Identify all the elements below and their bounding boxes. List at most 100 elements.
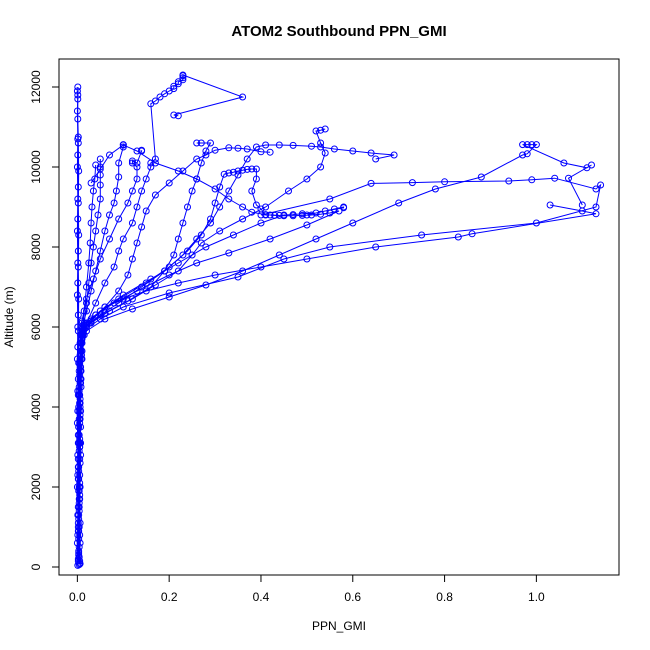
data-point [174, 112, 182, 120]
data-point [431, 185, 439, 193]
data-point [83, 307, 90, 315]
data-point [85, 259, 93, 267]
data-point [174, 167, 182, 175]
data-point [96, 195, 104, 203]
data-point [133, 163, 141, 171]
data-point [101, 303, 109, 311]
data-point [211, 271, 219, 279]
data-point [94, 211, 102, 219]
y-tick-label: 10000 [29, 150, 43, 184]
data-point [74, 531, 82, 539]
data-point [372, 155, 380, 163]
data-point [395, 199, 403, 207]
x-tick-label: 0.8 [436, 590, 453, 604]
data-point [128, 187, 136, 195]
data-point [112, 187, 120, 195]
data-point [142, 287, 150, 295]
data-point [519, 141, 527, 149]
data-point [74, 199, 82, 207]
data-point [197, 159, 205, 167]
data-point [73, 291, 81, 299]
data-point [257, 219, 265, 227]
data-point [74, 391, 82, 399]
data-point [106, 151, 113, 159]
data-point [179, 251, 187, 259]
data-point [234, 171, 242, 179]
plot-frame [58, 58, 620, 576]
data-point [188, 187, 196, 195]
data-point [528, 176, 536, 184]
chart-title: ATOM2 Southbound PPN_GMI [231, 23, 446, 40]
data-point [326, 195, 334, 203]
data-point [234, 144, 242, 152]
data-point [74, 83, 82, 91]
data-point [151, 155, 159, 163]
data-point [321, 149, 329, 157]
data-point [225, 144, 233, 152]
data-point [73, 483, 81, 491]
data-point [225, 195, 233, 203]
data-point [174, 259, 182, 267]
data-point [202, 243, 210, 251]
data-point [80, 307, 88, 315]
data-point [528, 141, 536, 149]
data-point [138, 187, 146, 195]
data-point [151, 159, 159, 167]
data-point [454, 233, 462, 241]
data-point [266, 211, 274, 219]
data-point [128, 159, 136, 167]
data-point [96, 181, 104, 189]
x-axis-label: PPN_GMI [312, 619, 366, 633]
data-point [74, 115, 82, 123]
y-tick-label: 8000 [29, 233, 43, 260]
data-point [229, 231, 237, 239]
data-point [275, 251, 283, 259]
data-point [312, 127, 320, 135]
data-point [101, 227, 109, 235]
series-line [78, 177, 602, 564]
data-point [73, 163, 81, 171]
data-point [243, 165, 251, 173]
data-point [202, 151, 210, 159]
y-tick-label: 0 [29, 563, 43, 570]
data-point [330, 145, 338, 153]
data-point [193, 175, 201, 183]
data-point [312, 209, 320, 217]
data-point [193, 235, 201, 243]
series-line [79, 147, 271, 544]
data-point [519, 151, 527, 159]
data-point [179, 76, 187, 84]
data-point [216, 203, 224, 211]
x-tick-label: 0.2 [161, 590, 178, 604]
y-tick-label: 2000 [29, 473, 43, 500]
data-point [161, 267, 169, 275]
data-point [170, 251, 178, 259]
data-point [220, 170, 228, 178]
series-line [77, 144, 340, 560]
data-point [80, 319, 88, 327]
data-point [367, 179, 375, 187]
data-point [74, 215, 82, 223]
data-point [340, 204, 348, 212]
data-point [128, 219, 136, 227]
data-point [142, 175, 150, 183]
data-point [75, 295, 83, 303]
data-point [349, 147, 357, 155]
series-line [77, 204, 597, 565]
data-point [73, 87, 81, 95]
series-line [78, 168, 280, 540]
data-point [92, 267, 100, 275]
data-point [477, 173, 485, 181]
data-point [76, 399, 84, 407]
data-point [275, 211, 283, 219]
data-point [321, 207, 329, 215]
data-point [317, 126, 325, 134]
y-tick-label: 4000 [29, 393, 43, 420]
data-point [128, 295, 136, 303]
data-point [262, 141, 270, 149]
data-point [75, 167, 83, 175]
data-point [151, 191, 159, 199]
data-point [349, 219, 357, 227]
data-point [188, 251, 196, 259]
data-point [592, 185, 600, 193]
